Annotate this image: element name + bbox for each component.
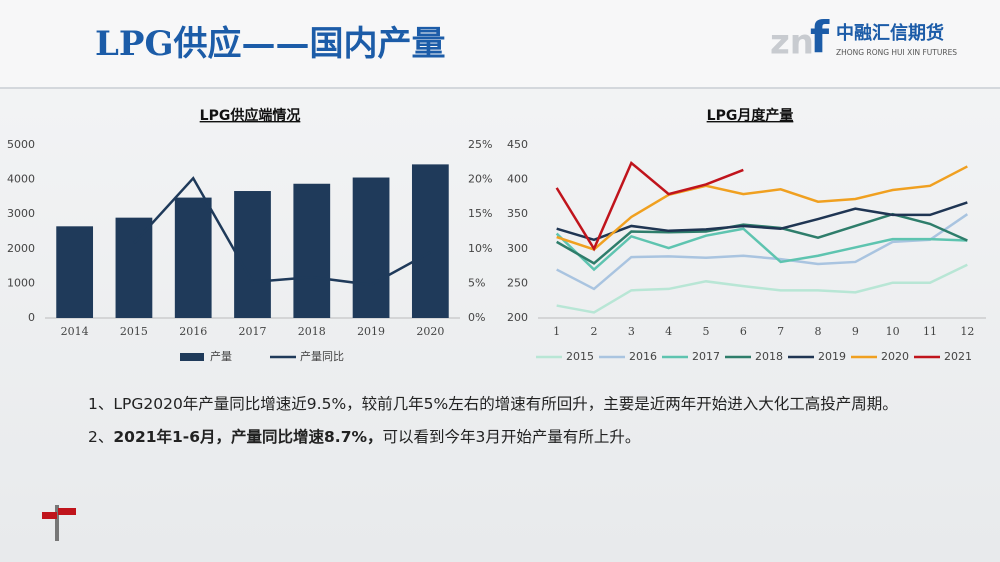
y2-tick-label: 10% (468, 242, 492, 255)
y-tick-label: 250 (507, 276, 528, 289)
series-line (555, 160, 744, 252)
bar (234, 191, 271, 318)
bar (56, 226, 94, 318)
legend-label: 2020 (881, 350, 909, 363)
note-text: 可以看到今年3月开始产量有所上升。 (382, 428, 641, 446)
x-tick-label: 2017 (239, 325, 267, 338)
legend-label: 2015 (566, 350, 594, 363)
y-tick-label: 350 (507, 207, 528, 220)
x-tick-label: 6 (740, 325, 747, 338)
bar (115, 217, 153, 318)
x-tick-label: 2019 (357, 325, 385, 338)
y2-tick-label: 25% (468, 138, 492, 151)
y2-tick-label: 20% (468, 173, 492, 186)
x-tick-label: 2016 (179, 325, 207, 338)
bar (293, 183, 331, 318)
legend-label: 2018 (755, 350, 783, 363)
x-tick-label: 3 (628, 325, 635, 338)
x-tick-label: 4 (665, 325, 672, 338)
x-tick-label: 8 (815, 325, 822, 338)
x-tick-label: 12 (960, 325, 974, 338)
header-band (0, 0, 1000, 88)
series-line (555, 227, 968, 272)
y-tick-label: 3000 (7, 207, 35, 220)
y-tick-label: 300 (507, 242, 528, 255)
y-tick-label: 0 (28, 311, 35, 324)
legend-label: 2019 (818, 350, 846, 363)
legend-swatch (180, 353, 204, 361)
chart-title: LPG供应端情况 (200, 107, 301, 124)
x-tick-label: 2014 (61, 325, 89, 338)
chart-title: LPG月度产量 (707, 107, 794, 124)
logo-cn: 中融汇信期货 (836, 22, 944, 44)
y-tick-label: 4000 (7, 173, 35, 186)
legend-label: 2021 (944, 350, 972, 363)
x-tick-label: 1 (553, 325, 560, 338)
series-line (556, 263, 968, 314)
notes: 1、LPG2020年产量同比增速近9.5%，较前几年5%左右的增速有所回升，主要… (88, 388, 958, 454)
slide-title: LPG供应——国内产量 (95, 24, 446, 64)
logo-mark: zn (770, 23, 814, 63)
x-tick-label: 5 (703, 325, 710, 338)
note-text: 1、LPG2020年产量同比增速近9.5%，较前几年5%左右的增速有所回升，主要… (88, 395, 898, 413)
logo-en: ZHONG RONG HUI XIN FUTURES (836, 48, 957, 57)
y2-tick-label: 15% (468, 207, 492, 220)
y-tick-label: 400 (507, 173, 528, 186)
x-tick-label: 2020 (416, 325, 444, 338)
note: 2、2021年1-6月，产量同比增速8.7%，可以看到今年3月开始产量有所上升。 (88, 421, 958, 454)
series-line (556, 201, 968, 242)
note-text: 2021年1-6月，产量同比增速8.7%， (113, 428, 383, 446)
series-line (133, 176, 431, 287)
x-tick-label: 9 (852, 325, 859, 338)
x-tick-label: 2 (591, 325, 598, 338)
signpost (42, 505, 76, 541)
y-tick-label: 5000 (7, 138, 35, 151)
series-line (556, 213, 969, 291)
x-tick-label: 11 (923, 325, 937, 338)
x-tick-label: 10 (886, 325, 900, 338)
note: 1、LPG2020年产量同比增速近9.5%，较前几年5%左右的增速有所回升，主要… (88, 388, 958, 421)
x-tick-label: 7 (777, 325, 784, 338)
legend-label: 2017 (692, 350, 720, 363)
y-tick-label: 2000 (7, 242, 35, 255)
legend-label: 产量同比 (300, 349, 344, 363)
x-tick-label: 2015 (120, 325, 148, 338)
legend-label: 产量 (210, 349, 232, 363)
bar (174, 197, 212, 318)
y2-tick-label: 0% (468, 311, 485, 324)
y-tick-label: 450 (507, 138, 528, 151)
y2-tick-label: 5% (468, 276, 485, 289)
logo-mark: f (810, 12, 830, 63)
y-tick-label: 1000 (7, 276, 35, 289)
x-tick-label: 2018 (298, 325, 326, 338)
y-tick-label: 200 (507, 311, 528, 324)
bar (411, 164, 449, 318)
bar (352, 177, 390, 318)
note-text: 2、 (88, 428, 114, 446)
legend-label: 2016 (629, 350, 657, 363)
series-line (556, 165, 968, 251)
